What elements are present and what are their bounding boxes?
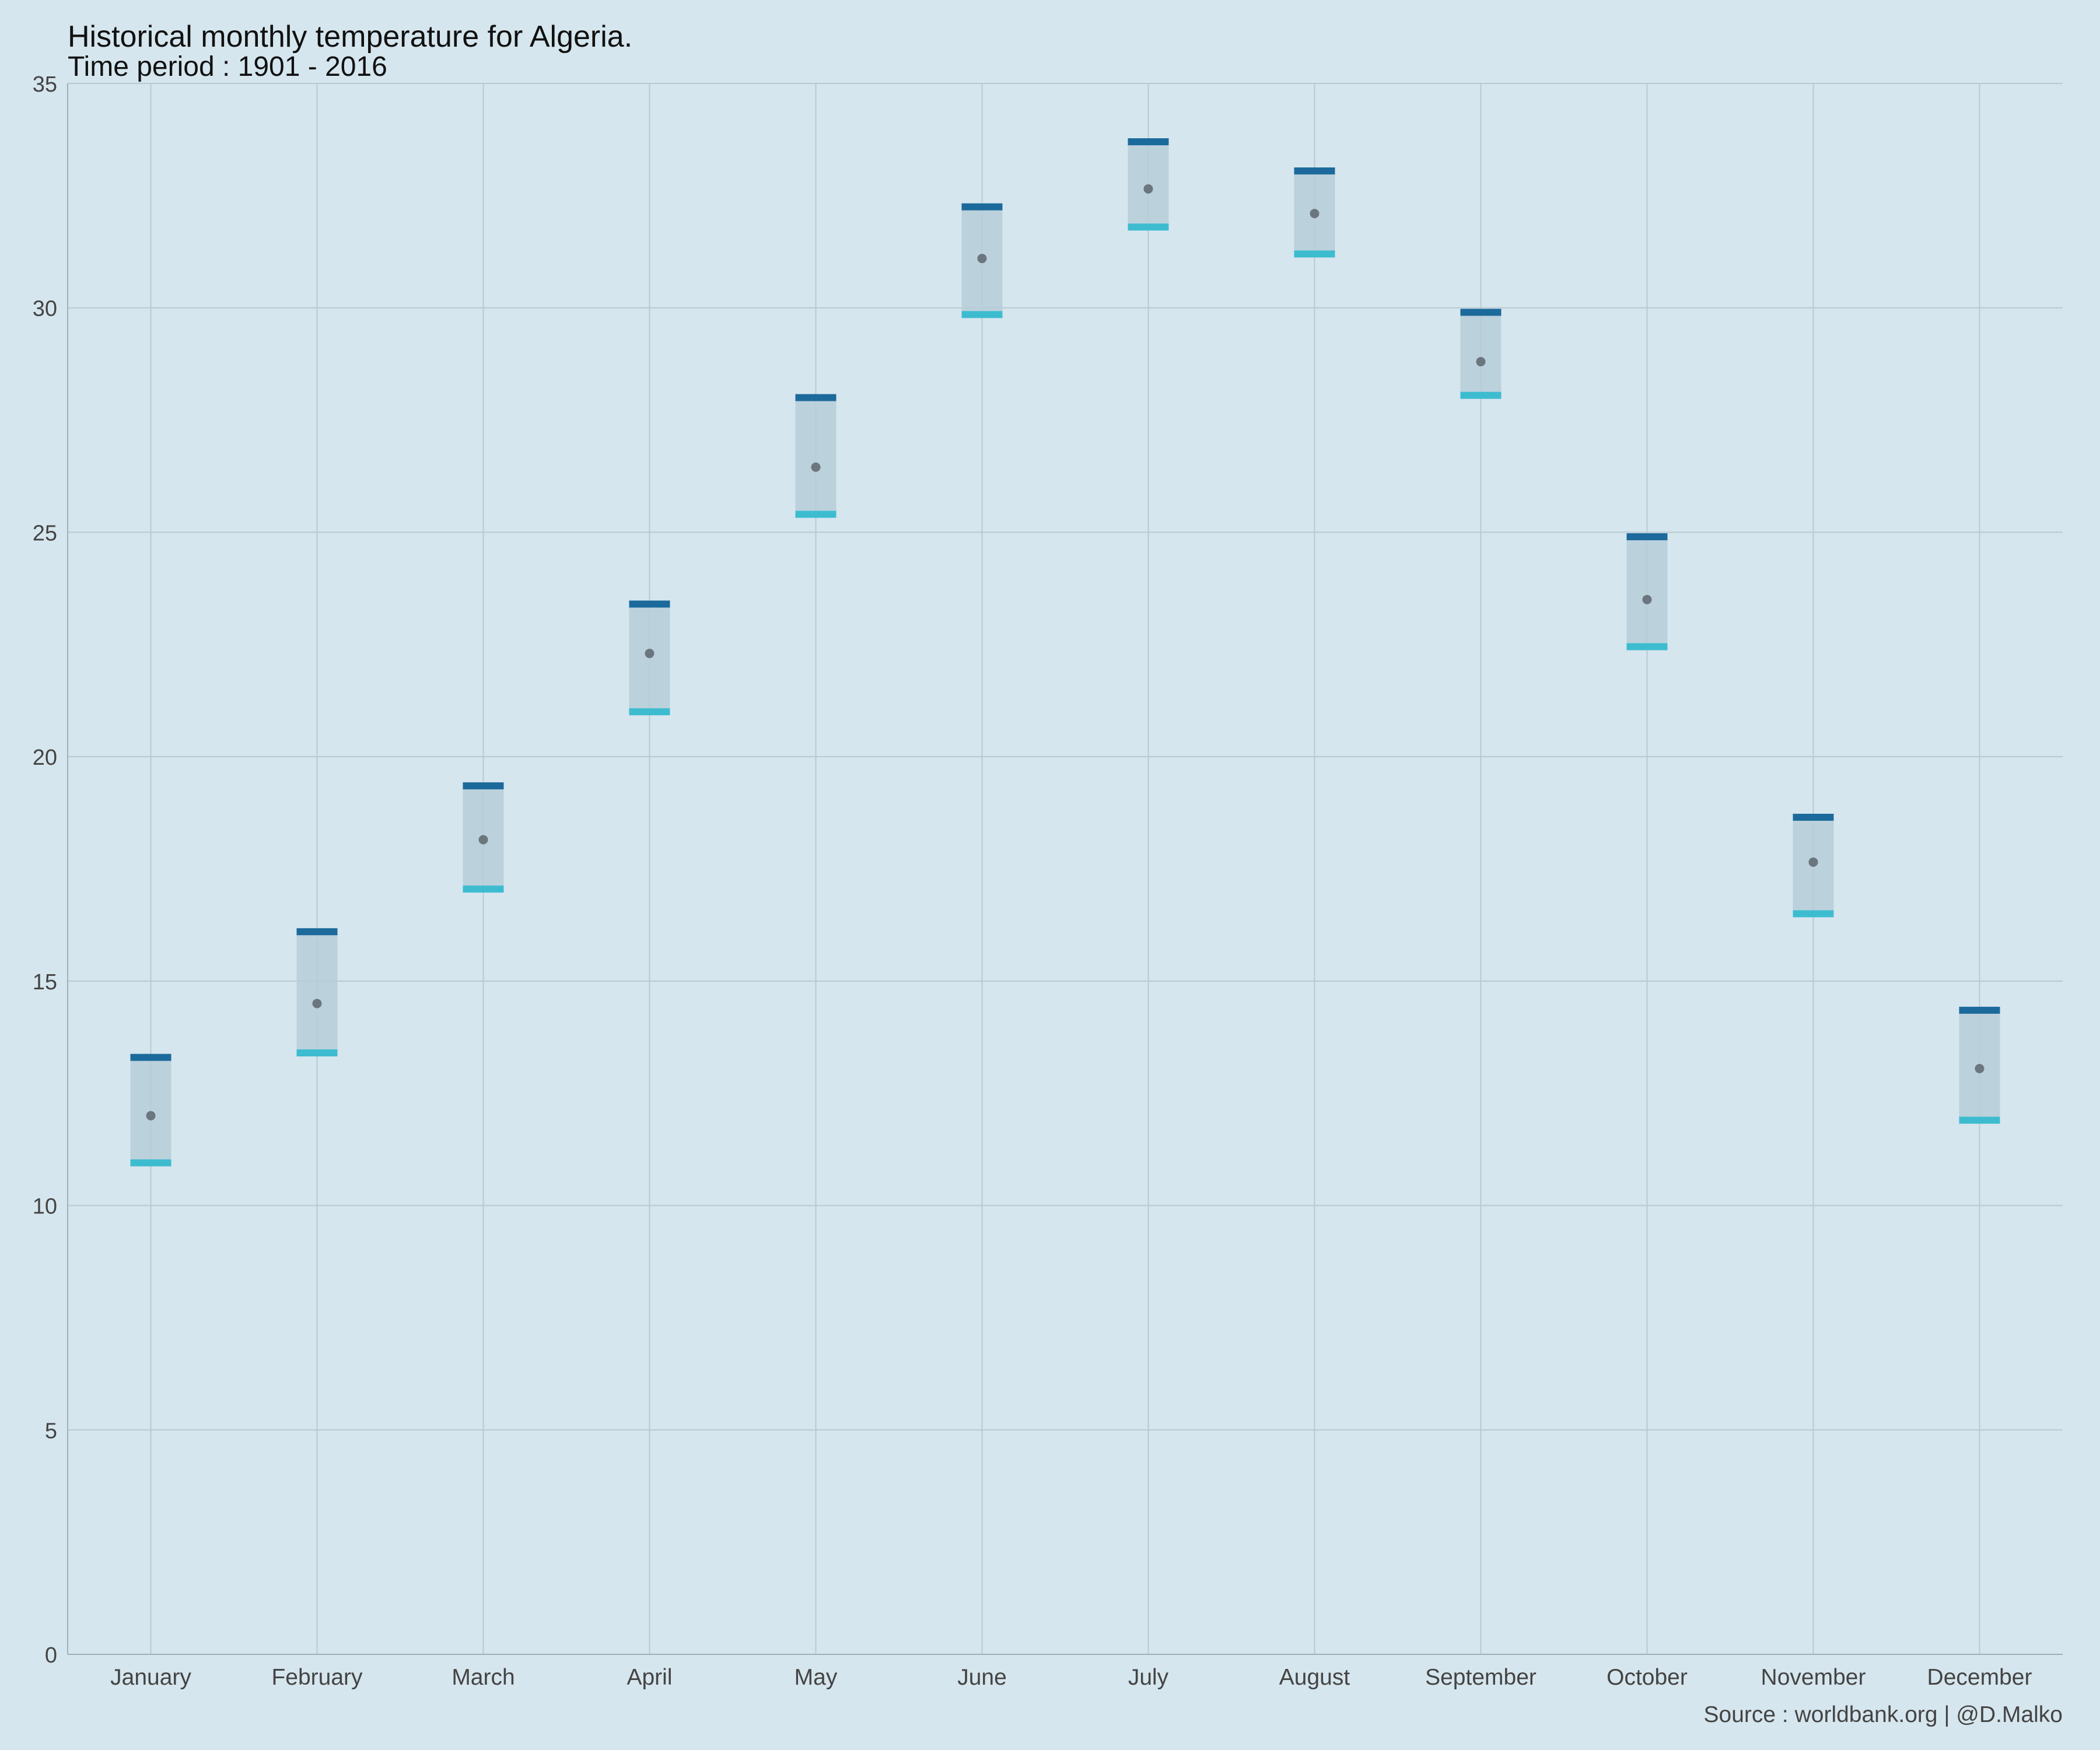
- chart-subtitle: Time period : 1901 - 2016: [68, 51, 387, 82]
- range-band: [1460, 312, 1502, 396]
- min-marker: [629, 708, 670, 716]
- x-tick-label: January: [110, 1665, 191, 1690]
- max-marker: [1793, 814, 1834, 821]
- mean-point: [312, 999, 322, 1009]
- y-tick-label: 25: [33, 521, 57, 545]
- max-marker: [1460, 309, 1502, 316]
- min-marker: [1793, 910, 1834, 918]
- y-tick-label: 30: [33, 297, 57, 321]
- y-tick-label: 35: [33, 72, 57, 97]
- y-tick-label: 10: [33, 1195, 57, 1219]
- x-tick-label: August: [1279, 1665, 1350, 1690]
- grid-lines: [68, 83, 2063, 1655]
- mean-point: [1476, 357, 1486, 367]
- min-marker: [1626, 643, 1668, 650]
- x-tick-label: September: [1425, 1665, 1536, 1690]
- x-tick-label: February: [271, 1665, 363, 1690]
- min-marker: [1959, 1116, 2000, 1124]
- x-tick-label: May: [794, 1665, 838, 1690]
- x-tick-label: March: [452, 1665, 514, 1690]
- y-tick-label: 5: [45, 1419, 57, 1443]
- mean-point: [478, 835, 488, 845]
- axes: [67, 83, 2063, 1655]
- source-caption: Source : worldbank.org | @D.Malko: [1704, 1702, 2063, 1727]
- range-band: [1626, 537, 1668, 647]
- max-marker: [1626, 533, 1668, 541]
- min-marker: [463, 886, 504, 893]
- max-marker: [296, 928, 338, 936]
- range-band: [130, 1057, 172, 1163]
- min-marker: [795, 510, 836, 518]
- x-tick-label: July: [1128, 1665, 1169, 1690]
- mean-point: [1143, 184, 1153, 194]
- x-tick-label: December: [1927, 1665, 2032, 1690]
- y-tick-label: 20: [33, 746, 57, 770]
- mean-point: [1642, 594, 1652, 604]
- min-marker: [130, 1159, 172, 1167]
- mean-point: [1808, 857, 1818, 867]
- mean-point: [1310, 209, 1320, 219]
- x-tick-label: November: [1761, 1665, 1866, 1690]
- range-band: [795, 397, 836, 514]
- max-marker: [130, 1054, 172, 1061]
- mean-point: [1975, 1063, 1985, 1073]
- min-marker: [1294, 250, 1335, 258]
- range-band: [296, 932, 338, 1053]
- max-marker: [1959, 1006, 2000, 1014]
- mean-point: [645, 649, 654, 659]
- chart-title: Historical monthly temperature for Alger…: [68, 20, 632, 54]
- x-tick-label: June: [957, 1665, 1007, 1690]
- min-marker: [961, 311, 1003, 318]
- mean-point: [977, 254, 987, 264]
- y-tick-label: 15: [33, 970, 57, 995]
- y-tick-label: 0: [45, 1643, 57, 1668]
- max-marker: [463, 782, 504, 790]
- max-marker: [795, 394, 836, 401]
- min-marker: [1460, 391, 1502, 399]
- min-marker: [296, 1049, 338, 1056]
- mean-point: [811, 462, 821, 472]
- max-marker: [1294, 167, 1335, 175]
- min-marker: [1128, 223, 1169, 231]
- max-marker: [1128, 138, 1169, 146]
- mean-point: [146, 1111, 156, 1121]
- max-marker: [961, 203, 1003, 211]
- x-tick-label: April: [626, 1665, 672, 1690]
- tick-labels: 0 5 10 15 20 25 30 35 January February March April M…: [33, 72, 2032, 1690]
- range-marks: [130, 138, 2000, 1167]
- x-tick-label: October: [1606, 1665, 1688, 1690]
- max-marker: [629, 600, 670, 608]
